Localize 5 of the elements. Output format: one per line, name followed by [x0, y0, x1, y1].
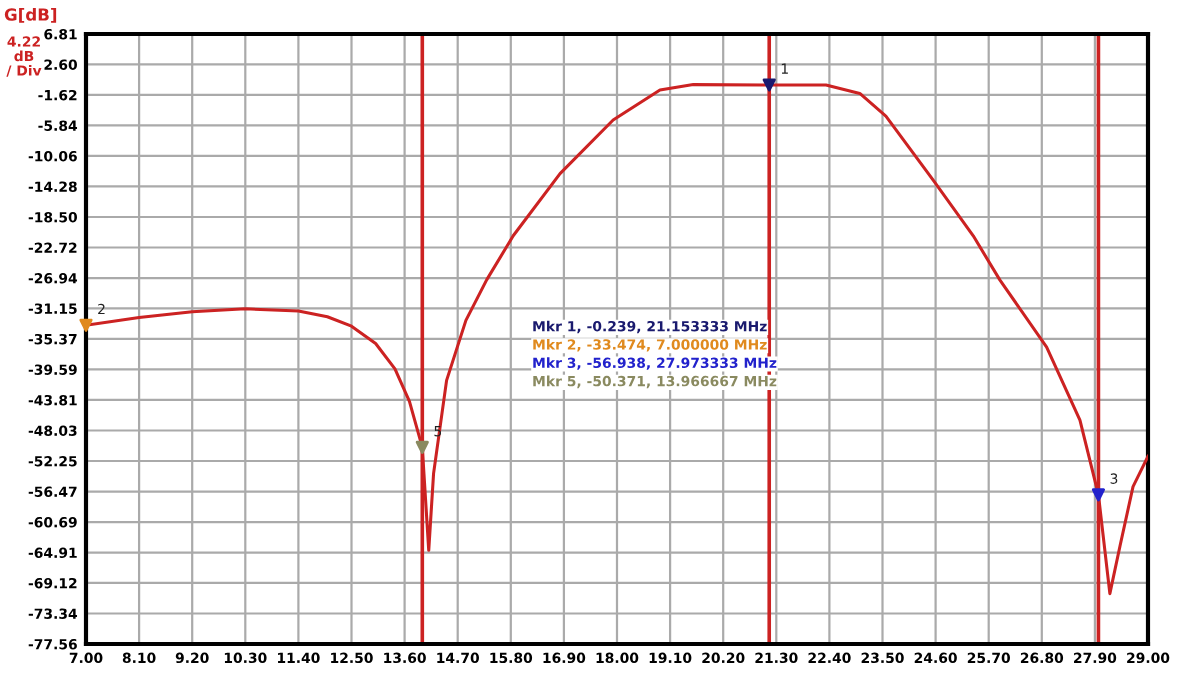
point: [1091, 488, 1106, 502]
point: [79, 318, 93, 332]
point: [415, 440, 429, 455]
y-axis-title: G[dB]: [4, 7, 57, 23]
point: [762, 78, 776, 92]
